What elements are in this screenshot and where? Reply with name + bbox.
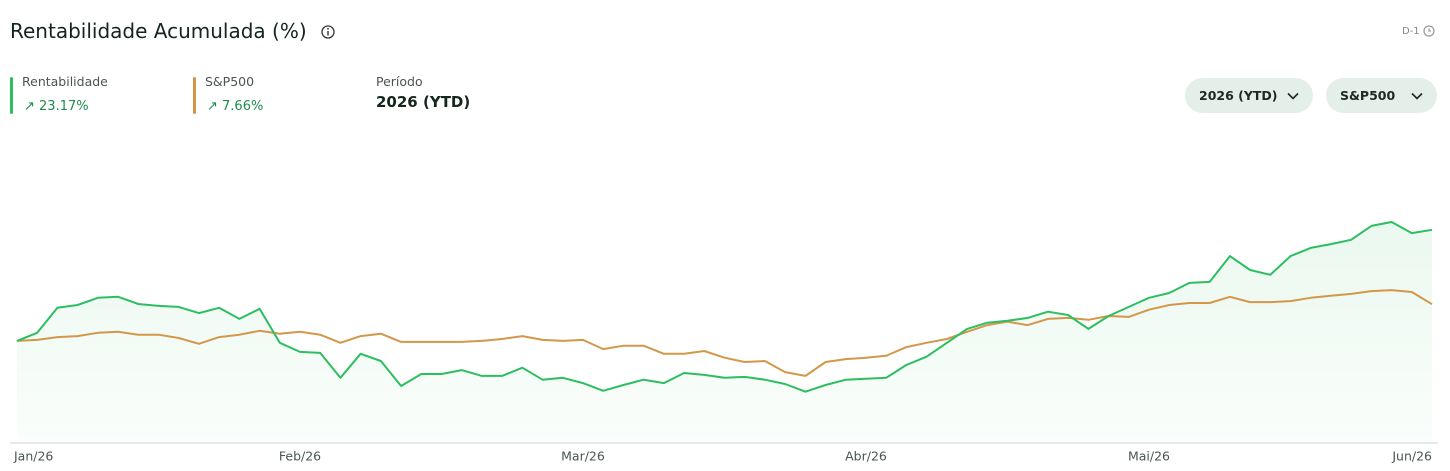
chevron-icon (1287, 92, 1299, 100)
dropdown-text: 2026 (YTD) (1199, 88, 1278, 103)
x-tick-label: Mar/26 (561, 449, 605, 464)
x-tick-label: Feb/26 (279, 449, 321, 464)
legend-swatch (193, 77, 196, 114)
series-line (16, 289, 1433, 377)
chart-title: Rentabilidade Acumulada (%) (10, 19, 307, 43)
clock-icon (1423, 25, 1435, 37)
x-tick-label: Jun/26 (1391, 449, 1432, 464)
legend-name: Rentabilidade (22, 74, 108, 89)
arrow-icon: ↗ (207, 99, 223, 114)
legend-swatch (10, 77, 13, 114)
info-icon[interactable] (320, 24, 336, 40)
legend-change: ↗ 7.66% (207, 99, 263, 114)
x-tick-label: Abr/26 (845, 449, 887, 464)
series-line (16, 221, 1433, 393)
benchmark-dropdown[interactable]: S&P500 (1326, 78, 1437, 113)
change-value: 23.17% (39, 99, 89, 114)
badge: D-1 (1402, 26, 1420, 37)
period-dropdown[interactable]: 2026 (YTD) (1185, 78, 1313, 113)
area-fill (17, 222, 1432, 443)
x-tick-label: Mai/26 (1128, 449, 1170, 464)
change-value: 7.66% (222, 99, 264, 114)
arrow-icon: ↗ (24, 99, 40, 114)
dropdown-text: S&P500 (1340, 88, 1396, 103)
period-value: 2026 (YTD) (376, 93, 471, 111)
legend-change: ↗ 23.17% (24, 99, 89, 114)
period-label: Período (376, 74, 423, 89)
x-tick-label: Jan/26 (13, 449, 53, 464)
legend-name: S&P500 (205, 74, 255, 89)
chevron-icon (1411, 92, 1423, 100)
